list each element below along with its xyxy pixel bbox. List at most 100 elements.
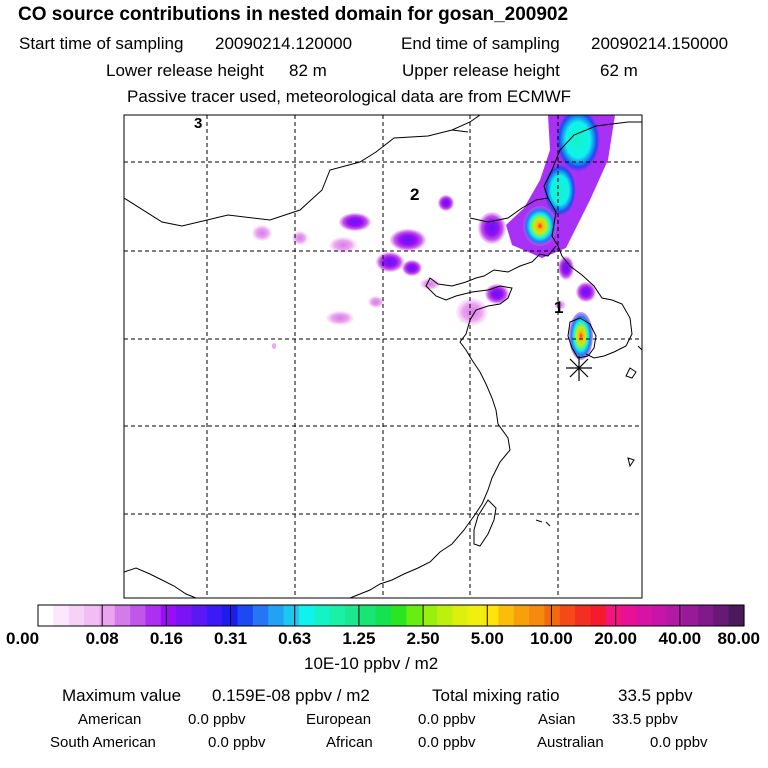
colorbar-swatch bbox=[329, 605, 346, 626]
colorbar-swatch bbox=[498, 605, 515, 626]
colorbar-swatch bbox=[391, 605, 407, 626]
colorbar-swatch bbox=[452, 605, 469, 626]
european-label: European bbox=[306, 711, 372, 728]
end-time-value: 20090214.150000 bbox=[591, 34, 729, 53]
max-value-label: Maximum value bbox=[62, 686, 182, 705]
colorbar-swatch bbox=[406, 605, 423, 626]
colorbar-swatch bbox=[697, 605, 714, 626]
colorbar-tick-label: 10.00 bbox=[530, 629, 573, 648]
colorbar-swatch bbox=[621, 605, 638, 626]
colorbar-swatch bbox=[421, 605, 438, 626]
colorbar-swatch bbox=[114, 605, 131, 626]
colorbar-tick-label: 80.00 bbox=[717, 629, 760, 648]
colorbar-swatch bbox=[483, 605, 500, 626]
colorbar-swatch bbox=[38, 605, 54, 626]
colorbar-tick-label: 0.08 bbox=[85, 629, 119, 648]
colorbar-swatch bbox=[636, 605, 653, 626]
colorbar-swatch bbox=[651, 605, 668, 626]
south-american-value: 0.0 ppbv bbox=[208, 734, 266, 751]
lower-height-value: 82 m bbox=[289, 61, 327, 80]
coastlines bbox=[124, 115, 642, 598]
colorbar-swatch bbox=[252, 605, 269, 626]
colorbar-swatch bbox=[68, 605, 85, 626]
colorbar-swatch bbox=[682, 605, 699, 626]
start-time-label: Start time of sampling bbox=[19, 34, 184, 53]
china-coast bbox=[349, 245, 557, 598]
colorbar-swatch bbox=[176, 605, 193, 626]
korean-peninsula-south bbox=[567, 317, 597, 359]
colorbar-swatch bbox=[713, 605, 730, 626]
colorbar-swatch bbox=[130, 605, 147, 626]
colorbar-swatch bbox=[605, 605, 622, 626]
colorbar-swatch bbox=[191, 605, 208, 626]
total-mixing-label: Total mixing ratio bbox=[432, 686, 560, 705]
african-label: African bbox=[326, 734, 373, 751]
colorbar-tick-label: 1.25 bbox=[342, 629, 376, 648]
colorbar-swatch bbox=[268, 605, 285, 626]
colorbar-swatch bbox=[667, 605, 684, 626]
tracer-note: Passive tracer used, meteorological data… bbox=[127, 87, 572, 106]
colorbar-swatch bbox=[206, 605, 223, 626]
colorbar-tick-label: 2.50 bbox=[406, 629, 440, 648]
receptor-star-icon bbox=[566, 356, 592, 381]
total-mixing-value: 33.5 ppbv bbox=[618, 686, 693, 705]
colorbar-tick-label: 0.16 bbox=[149, 629, 183, 648]
max-value: 0.159E-08 ppbv / m2 bbox=[212, 686, 370, 705]
colorbar-tick-label: 0.31 bbox=[213, 629, 248, 648]
colorbar-swatch bbox=[298, 605, 315, 626]
colorbar-swatch bbox=[590, 605, 607, 626]
australian-value: 0.0 ppbv bbox=[650, 734, 708, 751]
map-label-3: 3 bbox=[194, 115, 202, 132]
colorbar-swatch bbox=[513, 605, 530, 626]
colorbar-tick-label: 0.63 bbox=[278, 629, 312, 648]
map-label-2: 2 bbox=[410, 185, 419, 204]
american-label: American bbox=[78, 711, 142, 728]
african-value: 0.0 ppbv bbox=[418, 734, 476, 751]
south-american-label: South American bbox=[50, 734, 156, 751]
american-value: 0.0 ppbv bbox=[188, 711, 246, 728]
concentration-field bbox=[252, 115, 615, 360]
colorbar-swatch bbox=[375, 605, 392, 626]
colorbar-swatch bbox=[145, 605, 162, 626]
mongolia-border bbox=[124, 115, 481, 227]
colorbar-swatch bbox=[84, 605, 100, 626]
colorbar-swatch bbox=[344, 605, 361, 626]
lower-height-label: Lower release height bbox=[106, 61, 264, 80]
korea-china-coast bbox=[469, 197, 633, 359]
colorbar-unit: 10E-10 ppbv / m2 bbox=[304, 654, 439, 673]
map-frame bbox=[123, 114, 643, 599]
colorbar-swatch bbox=[314, 605, 331, 626]
map-label-1: 1 bbox=[554, 298, 563, 317]
european-value: 0.0 ppbv bbox=[418, 711, 476, 728]
colorbar-swatch bbox=[437, 605, 453, 626]
colorbar-tick-label: 40.00 bbox=[658, 629, 702, 648]
end-time-label: End time of sampling bbox=[401, 34, 560, 53]
colorbar-tick-label: 20.00 bbox=[594, 629, 637, 648]
colorbar-tick-label: 0.00 bbox=[6, 629, 40, 648]
upper-height-label: Upper release height bbox=[402, 61, 560, 80]
colorbar-swatch bbox=[99, 605, 116, 626]
asian-label: Asian bbox=[538, 711, 576, 728]
colorbar bbox=[38, 605, 745, 626]
colorbar-swatch bbox=[467, 605, 484, 626]
lat-lon-grid bbox=[124, 115, 642, 598]
page-title: CO source contributions in nested domain… bbox=[18, 4, 569, 25]
start-time-value: 20090214.120000 bbox=[215, 34, 353, 53]
colorbar-swatch bbox=[728, 605, 745, 626]
taiwan bbox=[473, 499, 497, 547]
australian-label: Australian bbox=[537, 734, 604, 751]
colorbar-swatch bbox=[160, 605, 177, 626]
asian-value: 33.5 ppbv bbox=[612, 711, 678, 728]
colorbar-frame bbox=[37, 604, 745, 627]
colorbar-swatch bbox=[544, 605, 561, 626]
colorbar-swatch bbox=[559, 605, 576, 626]
colorbar-tick-label: 5.00 bbox=[470, 629, 504, 648]
colorbar-swatch bbox=[360, 605, 377, 626]
colorbar-swatch bbox=[53, 605, 70, 626]
colorbar-swatch bbox=[575, 605, 592, 626]
colorbar-swatch bbox=[529, 605, 546, 626]
colorbar-swatch bbox=[237, 605, 254, 626]
upper-height-value: 62 m bbox=[600, 61, 638, 80]
colorbar-swatch bbox=[283, 605, 300, 626]
